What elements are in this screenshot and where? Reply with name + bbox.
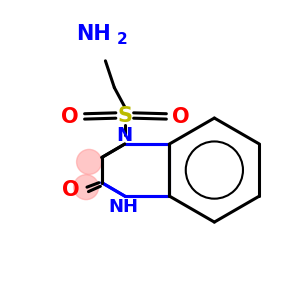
Text: N: N: [117, 126, 133, 145]
Circle shape: [74, 175, 99, 200]
Circle shape: [76, 149, 102, 174]
Text: O: O: [61, 107, 79, 127]
Text: O: O: [172, 107, 190, 127]
Text: NH: NH: [108, 198, 138, 216]
Text: O: O: [62, 180, 80, 200]
Text: 2: 2: [116, 32, 127, 47]
Text: NH: NH: [76, 24, 111, 44]
Text: S: S: [117, 106, 132, 126]
